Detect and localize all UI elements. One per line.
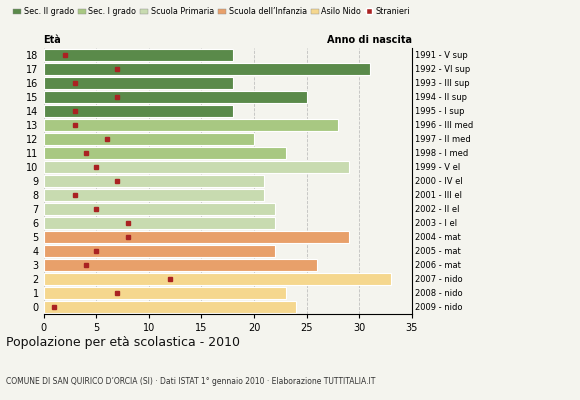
Text: Popolazione per età scolastica - 2010: Popolazione per età scolastica - 2010 — [6, 336, 240, 349]
Bar — [44, 62, 369, 76]
Bar — [44, 118, 338, 132]
Bar — [44, 230, 349, 244]
Text: COMUNE DI SAN QUIRICO D’ORCIA (SI) · Dati ISTAT 1° gennaio 2010 · Elaborazione T: COMUNE DI SAN QUIRICO D’ORCIA (SI) · Dat… — [6, 377, 375, 386]
Bar — [44, 272, 391, 286]
Bar — [44, 202, 275, 216]
Bar — [44, 174, 264, 188]
Bar — [44, 286, 285, 300]
Bar — [44, 104, 233, 118]
Bar — [44, 90, 307, 104]
Legend: Sec. II grado, Sec. I grado, Scuola Primaria, Scuola dell’Infanzia, Asilo Nido, : Sec. II grado, Sec. I grado, Scuola Prim… — [10, 4, 413, 20]
Bar — [44, 188, 264, 202]
Bar — [44, 216, 275, 230]
Bar — [44, 300, 296, 314]
Bar — [44, 258, 317, 272]
Text: Età: Età — [44, 35, 61, 45]
Bar — [44, 76, 233, 90]
Text: Anno di nascita: Anno di nascita — [327, 35, 412, 45]
Bar — [44, 146, 285, 160]
Bar — [44, 132, 254, 146]
Bar — [44, 48, 233, 62]
Bar — [44, 160, 349, 174]
Bar — [44, 244, 275, 258]
